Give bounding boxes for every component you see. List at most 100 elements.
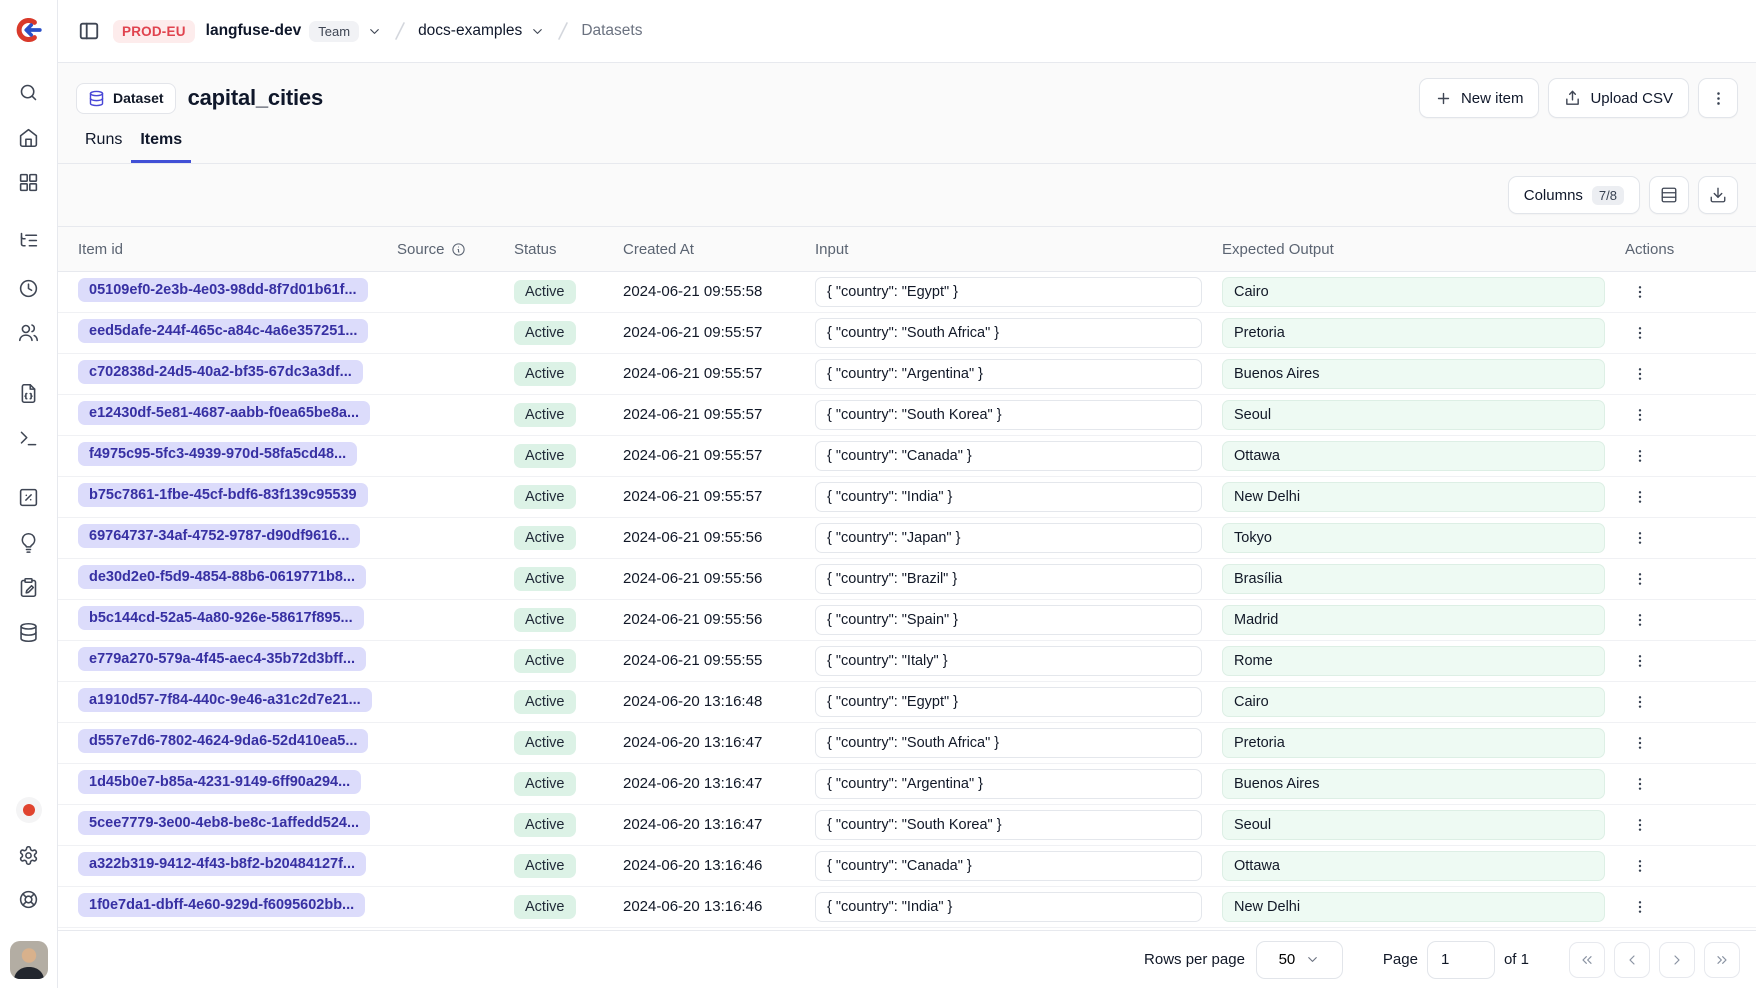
row-actions-button[interactable] bbox=[1625, 277, 1655, 307]
sidebar-search-button[interactable] bbox=[11, 74, 47, 110]
table-row: 1d45b0e7-b85a-4231-9149-6ff90a294... Act… bbox=[58, 764, 1756, 805]
input-value: { "country": "Egypt" } bbox=[815, 277, 1202, 307]
sidebar-dashboard-button[interactable] bbox=[11, 164, 47, 200]
row-actions-button[interactable] bbox=[1625, 523, 1655, 553]
created-at-value: 2024-06-21 09:55:57 bbox=[623, 324, 762, 341]
row-height-button[interactable] bbox=[1649, 176, 1689, 214]
item-id-badge[interactable]: 1f0e7da1-dbff-4e60-929d-f6095602bb... bbox=[78, 893, 365, 917]
table-row: de30d2e0-f5d9-4854-88b6-0619771b8... Act… bbox=[58, 559, 1756, 600]
expected-output-value: New Delhi bbox=[1222, 482, 1605, 512]
sidebar-sessions-button[interactable] bbox=[11, 270, 47, 306]
dataset-badge-label: Dataset bbox=[113, 90, 164, 106]
sidebar-tracing-button[interactable] bbox=[11, 222, 47, 258]
topbar: PROD-EU langfuse-dev Team docs-examples … bbox=[58, 0, 1756, 63]
row-actions-button[interactable] bbox=[1625, 851, 1655, 881]
item-id-badge[interactable]: b5c144cd-52a5-4a80-926e-58617f895... bbox=[78, 606, 364, 630]
page-number-input[interactable] bbox=[1427, 941, 1495, 979]
first-page-button[interactable] bbox=[1569, 942, 1605, 978]
table-toolbar: Columns 7/8 bbox=[58, 164, 1756, 226]
tab-items[interactable]: Items bbox=[131, 131, 191, 163]
created-at-value: 2024-06-20 13:16:46 bbox=[623, 898, 762, 915]
row-actions-button[interactable] bbox=[1625, 441, 1655, 471]
row-actions-button[interactable] bbox=[1625, 728, 1655, 758]
table-header-row: Item id Source Status Created At Input E… bbox=[58, 227, 1756, 272]
expected-output-value: Seoul bbox=[1222, 400, 1605, 430]
previous-page-button[interactable] bbox=[1614, 942, 1650, 978]
sidebar-datasets-button[interactable] bbox=[11, 614, 47, 650]
chevron-down-icon bbox=[530, 24, 545, 39]
project-switcher[interactable]: docs-examples bbox=[418, 22, 545, 40]
last-page-button[interactable] bbox=[1704, 942, 1740, 978]
item-id-badge[interactable]: d557e7d6-7802-4624-9da6-52d410ea5... bbox=[78, 729, 368, 753]
sidebar-home-button[interactable] bbox=[11, 119, 47, 155]
item-id-badge[interactable]: 1d45b0e7-b85a-4231-9149-6ff90a294... bbox=[78, 770, 361, 794]
next-page-button[interactable] bbox=[1659, 942, 1695, 978]
row-actions-button[interactable] bbox=[1625, 482, 1655, 512]
org-switcher[interactable]: langfuse-dev Team bbox=[206, 21, 382, 42]
row-actions-button[interactable] bbox=[1625, 400, 1655, 430]
new-item-button[interactable]: New item bbox=[1419, 78, 1540, 118]
table-row: 5cee7779-3e00-4eb8-be8c-1affedd524... Ac… bbox=[58, 805, 1756, 846]
row-actions-button[interactable] bbox=[1625, 810, 1655, 840]
sidebar-insights-button[interactable] bbox=[11, 524, 47, 560]
kebab-menu-icon bbox=[1632, 612, 1648, 628]
expected-output-value: Pretoria bbox=[1222, 318, 1605, 348]
main-area: PROD-EU langfuse-dev Team docs-examples … bbox=[58, 0, 1756, 988]
sidebar-playground-button[interactable] bbox=[11, 420, 47, 456]
item-id-badge[interactable]: e779a270-579a-4f45-aec4-35b72d3bff... bbox=[78, 647, 366, 671]
recording-status-button[interactable] bbox=[16, 797, 42, 823]
tab-runs[interactable]: Runs bbox=[76, 131, 131, 163]
item-id-badge[interactable]: f4975c95-5fc3-4939-970d-58fa5cd48... bbox=[78, 442, 357, 466]
input-value: { "country": "Argentina" } bbox=[815, 359, 1202, 389]
sidebar-support-button[interactable] bbox=[11, 881, 47, 917]
row-actions-button[interactable] bbox=[1625, 318, 1655, 348]
table-row: d557e7d6-7802-4624-9da6-52d410ea5... Act… bbox=[58, 723, 1756, 764]
expected-output-value: Tokyo bbox=[1222, 523, 1605, 553]
item-id-badge[interactable]: c702838d-24d5-40a2-bf35-67dc3a3df... bbox=[78, 360, 363, 384]
expected-output-value: Cairo bbox=[1222, 277, 1605, 307]
item-id-badge[interactable]: b75c7861-1fbe-45cf-bdf6-83f139c95539 bbox=[78, 483, 368, 507]
columns-count-badge: 7/8 bbox=[1592, 186, 1624, 205]
sidebar-evaluation-button[interactable] bbox=[11, 479, 47, 515]
kebab-menu-icon bbox=[1632, 653, 1648, 669]
search-icon bbox=[18, 82, 39, 103]
created-at-value: 2024-06-21 09:55:57 bbox=[623, 488, 762, 505]
item-id-badge[interactable]: a322b319-9412-4f43-b8f2-b20484127f... bbox=[78, 852, 366, 876]
item-id-badge[interactable]: eed5dafe-244f-465c-a84c-4a6e357251... bbox=[78, 319, 368, 343]
row-actions-button[interactable] bbox=[1625, 892, 1655, 922]
expected-output-value: Cairo bbox=[1222, 687, 1605, 717]
row-actions-button[interactable] bbox=[1625, 687, 1655, 717]
users-icon bbox=[18, 322, 39, 343]
sidebar-annotation-button[interactable] bbox=[11, 569, 47, 605]
sidebar-users-button[interactable] bbox=[11, 314, 47, 350]
kebab-menu-icon bbox=[1632, 489, 1648, 505]
row-actions-button[interactable] bbox=[1625, 359, 1655, 389]
row-actions-button[interactable] bbox=[1625, 564, 1655, 594]
sidebar-toggle-button[interactable] bbox=[76, 18, 102, 44]
status-badge: Active bbox=[514, 731, 576, 755]
status-badge: Active bbox=[514, 485, 576, 509]
table-row: b5c144cd-52a5-4a80-926e-58617f895... Act… bbox=[58, 600, 1756, 641]
created-at-value: 2024-06-21 09:55:57 bbox=[623, 406, 762, 423]
dataset-more-actions-button[interactable] bbox=[1698, 78, 1738, 118]
status-badge: Active bbox=[514, 690, 576, 714]
item-id-badge[interactable]: a1910d57-7f84-440c-9e46-a31c2d7e21... bbox=[78, 688, 372, 712]
row-actions-button[interactable] bbox=[1625, 605, 1655, 635]
breadcrumb-slash-icon bbox=[393, 20, 407, 42]
export-download-button[interactable] bbox=[1698, 176, 1738, 214]
user-avatar[interactable] bbox=[10, 941, 48, 979]
item-id-badge[interactable]: 69764737-34af-4752-9787-d90df9616... bbox=[78, 524, 360, 548]
row-actions-button[interactable] bbox=[1625, 646, 1655, 676]
item-id-badge[interactable]: e12430df-5e81-4687-aabb-f0ea65be8a... bbox=[78, 401, 370, 425]
info-icon bbox=[451, 242, 466, 257]
upload-csv-button[interactable]: Upload CSV bbox=[1548, 78, 1689, 118]
item-id-badge[interactable]: 05109ef0-2e3b-4e03-98dd-8f7d01b61f... bbox=[78, 278, 368, 302]
sidebar-settings-button[interactable] bbox=[11, 837, 47, 873]
row-actions-button[interactable] bbox=[1625, 769, 1655, 799]
item-id-badge[interactable]: 5cee7779-3e00-4eb8-be8c-1affedd524... bbox=[78, 811, 370, 835]
item-id-badge[interactable]: de30d2e0-f5d9-4854-88b6-0619771b8... bbox=[78, 565, 366, 589]
columns-button[interactable]: Columns 7/8 bbox=[1508, 176, 1640, 214]
expected-output-value: Rome bbox=[1222, 646, 1605, 676]
rows-per-page-select[interactable]: 50 bbox=[1256, 941, 1343, 979]
sidebar-prompts-button[interactable] bbox=[11, 375, 47, 411]
